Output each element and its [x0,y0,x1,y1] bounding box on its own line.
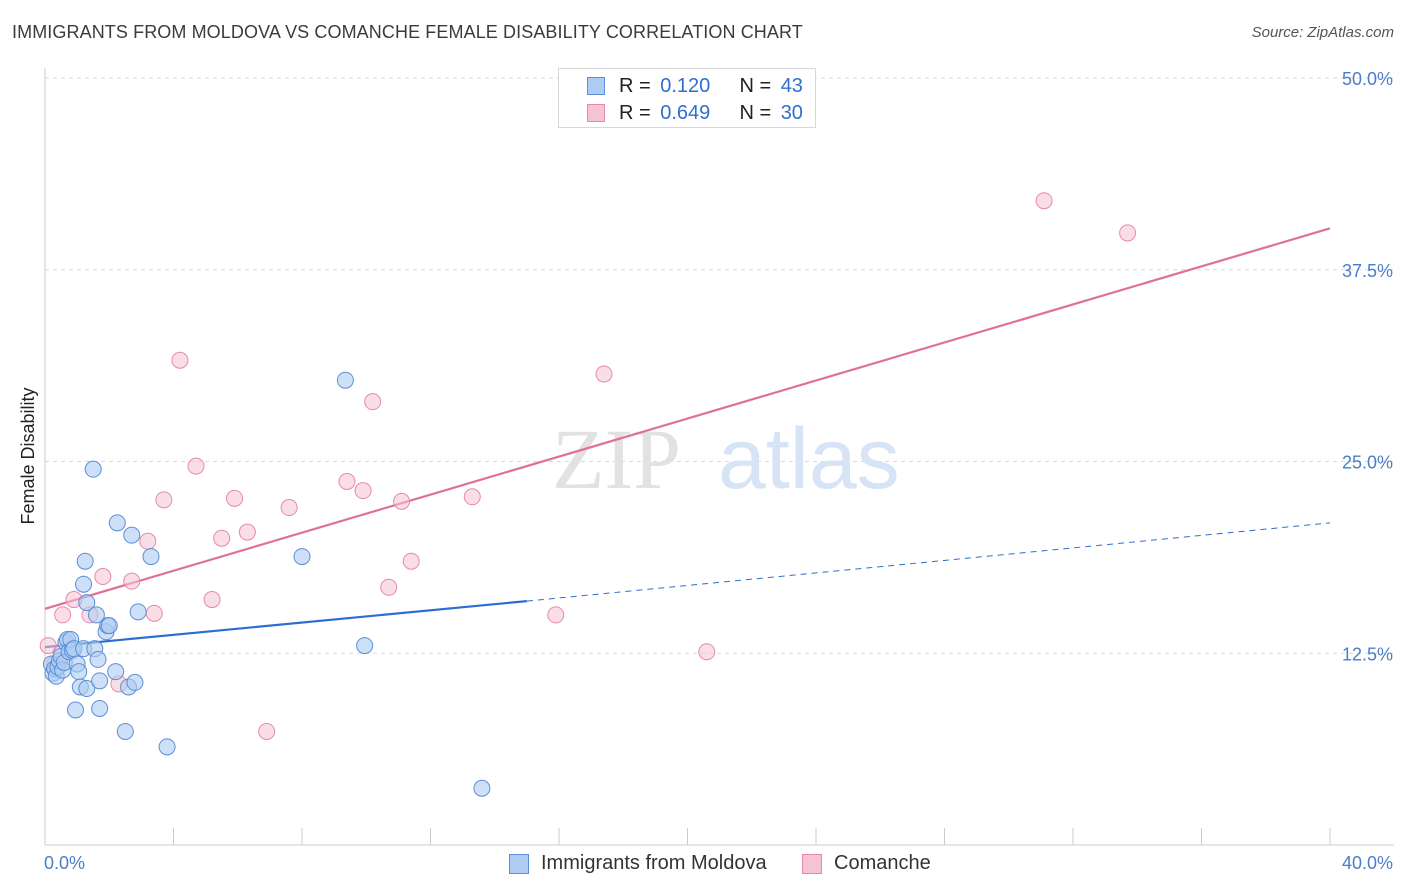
comanche-trend-line [44,227,1331,610]
comanche-point [463,488,481,506]
moldova-point [142,548,160,566]
moldova-point [100,617,118,635]
comanche-point [595,365,613,383]
comanche-point [698,643,716,661]
legend-swatch-blue [587,77,605,95]
moldova-point [70,663,88,681]
comanche-point [547,606,565,624]
comanche-point [94,568,112,586]
moldova-point [91,699,109,717]
legend-swatch-pink [802,854,822,874]
moldova-trend-extension [526,522,1331,602]
moldova-points [42,371,491,797]
moldova-point [84,460,102,478]
legend-label-comanche: Comanche [834,852,931,874]
moldova-point [91,672,109,690]
moldova-point [293,548,311,566]
comanche-point [364,393,382,411]
legend-label-moldova: Immigrants from Moldova [541,852,767,874]
n-value: 30 [780,102,803,124]
comanche-point [393,492,411,510]
moldova-point [107,663,125,681]
y-tick-label: 37.5% [1342,261,1393,281]
legend-swatch-blue [509,854,529,874]
moldova-point [87,606,105,624]
stats-legend: R = 0.120 N = 43 R = 0.649 N = 30 [558,68,816,128]
x-tick-label: 0.0% [44,853,85,873]
comanche-point [139,532,157,550]
comanche-point [1035,192,1053,210]
comanche-point [380,578,398,596]
moldova-point [89,650,107,668]
comanche-point [123,572,141,590]
trend-lines [44,227,1331,649]
comanche-point [338,472,356,490]
source-credit: Source: ZipAtlas.com [1252,24,1394,41]
moldova-point [108,514,126,532]
moldova-point [116,722,134,740]
moldova-point [158,738,176,756]
series-legend: Immigrants from Moldova Comanche [0,850,1406,880]
moldova-point [356,637,374,655]
comanche-point [1119,224,1137,242]
comanche-point [226,489,244,507]
moldova-point [75,575,93,593]
comanche-point [213,529,231,547]
comanche-point [258,722,276,740]
comanche-point [238,523,256,541]
r-label: R = [619,75,651,97]
axes [44,68,1394,846]
r-label: R = [619,102,651,124]
comanche-point [171,351,189,369]
y-tick-label: 25.0% [1342,453,1393,473]
source-label: Source: [1251,24,1304,41]
watermark-atlas: atlas [718,411,900,507]
moldova-point [126,673,144,691]
moldova-trend-line [44,599,527,649]
comanche-point [145,604,163,622]
comanche-point [354,482,372,500]
moldova-point [67,701,85,719]
comanche-point [39,637,57,655]
x-tick-labels: 0.0% 40.0% [44,853,1393,873]
comanche-point [203,591,221,609]
n-label: N = [739,102,772,124]
y-axis-label: Female Disability [18,387,38,524]
moldova-point [336,371,354,389]
moldova-point [76,552,94,570]
legend-swatch-pink [587,104,605,122]
r-value: 0.649 [660,102,711,124]
y-tick-label: 12.5% [1342,644,1393,664]
comanche-point [187,457,205,475]
moldova-point [473,779,491,797]
grid-lines [45,77,1394,654]
r-value: 0.120 [660,75,711,97]
comanche-point [280,499,298,517]
y-tick-labels: 12.5% 25.0% 37.5% 50.0% [1342,69,1393,664]
n-value: 43 [780,75,803,97]
comanche-point [402,552,420,570]
source-value: ZipAtlas.com [1307,24,1394,41]
moldova-point [129,603,147,621]
moldova-point [123,526,141,544]
chart-title: IMMIGRANTS FROM MOLDOVA VS COMANCHE FEMA… [12,22,803,42]
moldova-point [78,594,96,612]
n-label: N = [739,75,772,97]
comanche-point [155,491,173,509]
comanche-point [54,606,72,624]
x-tick-label: 40.0% [1342,853,1393,873]
moldova-point [78,680,96,698]
y-tick-label: 50.0% [1342,69,1393,89]
